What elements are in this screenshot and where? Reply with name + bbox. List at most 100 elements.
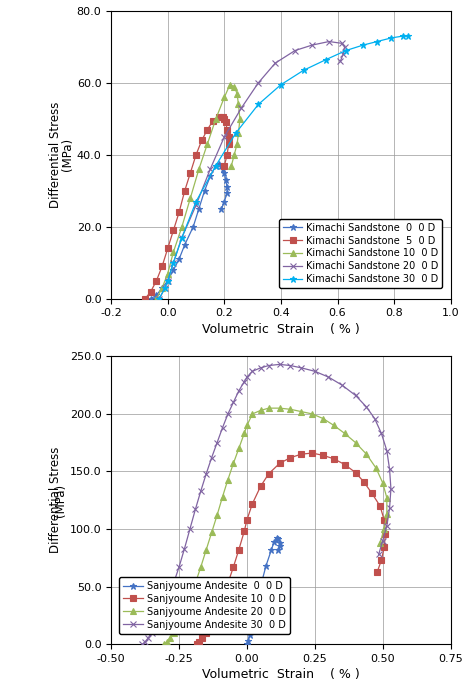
Kimachi Sandstone  5  0 D [154, 277, 159, 285]
Kimachi Sandstone 10  0 D [154, 294, 159, 303]
Sanjyoume Andesite 20  0 D [225, 475, 231, 484]
Sanjyoume Andesite  0  0 D [275, 546, 281, 554]
Sanjyoume Andesite  0  0 D [277, 542, 282, 550]
Sanjyoume Andesite 10  0 D [236, 546, 242, 554]
Kimachi Sandstone  0  0 D [176, 255, 182, 264]
Sanjyoume Andesite 10  0 D [381, 544, 387, 552]
Kimachi Sandstone 10  0 D [237, 115, 243, 123]
Sanjyoume Andesite 30  0 D [225, 410, 231, 418]
Sanjyoume Andesite 20  0 D [384, 494, 390, 502]
Sanjyoume Andesite 20  0 D [277, 404, 282, 412]
Sanjyoume Andesite 10  0 D [381, 516, 387, 524]
Kimachi Sandstone 30  0 D [301, 66, 306, 74]
Kimachi Sandstone 10  0 D [159, 284, 165, 292]
Sanjyoume Andesite 20  0 D [167, 634, 172, 643]
Kimachi Sandstone  5  0 D [224, 151, 230, 159]
Sanjyoume Andesite 20  0 D [353, 438, 359, 447]
Sanjyoume Andesite 10  0 D [309, 449, 315, 457]
Sanjyoume Andesite 10  0 D [244, 516, 250, 524]
Kimachi Sandstone  5  0 D [159, 262, 165, 270]
Kimachi Sandstone 30  0 D [360, 41, 366, 50]
Sanjyoume Andesite 20  0 D [384, 510, 390, 518]
Kimachi Sandstone  5  0 D [199, 136, 204, 144]
Kimachi Sandstone  0  0 D [224, 183, 230, 191]
Kimachi Sandstone  5  0 D [226, 133, 231, 141]
Line: Kimachi Sandstone 10  0 D: Kimachi Sandstone 10 0 D [154, 82, 243, 301]
X-axis label: Volumetric  Strain    ( % ): Volumetric Strain ( % ) [202, 323, 360, 336]
Sanjyoume Andesite 30  0 D [214, 438, 220, 447]
Sanjyoume Andesite 30  0 D [339, 381, 345, 389]
Sanjyoume Andesite 30  0 D [193, 505, 198, 513]
Kimachi Sandstone  5  0 D [193, 151, 199, 159]
Sanjyoume Andesite 30  0 D [353, 391, 359, 400]
Kimachi Sandstone  5  0 D [220, 113, 226, 121]
Sanjyoume Andesite 20  0 D [164, 638, 170, 646]
Line: Sanjyoume Andesite  0  0 D: Sanjyoume Andesite 0 0 D [243, 535, 283, 647]
Sanjyoume Andesite 10  0 D [204, 629, 209, 637]
Sanjyoume Andesite 20  0 D [381, 525, 387, 533]
Sanjyoume Andesite 30  0 D [298, 364, 304, 372]
Sanjyoume Andesite 20  0 D [320, 414, 326, 422]
Kimachi Sandstone 10  0 D [231, 151, 237, 159]
Kimachi Sandstone  0  0 D [219, 205, 224, 213]
Sanjyoume Andesite 20  0 D [250, 410, 255, 418]
Kimachi Sandstone 30  0 D [400, 32, 406, 41]
Kimachi Sandstone 30  0 D [165, 277, 171, 285]
Sanjyoume Andesite 20  0 D [187, 594, 193, 602]
Sanjyoume Andesite 30  0 D [384, 447, 390, 455]
Sanjyoume Andesite 30  0 D [231, 398, 236, 407]
Sanjyoume Andesite 20  0 D [198, 563, 204, 571]
Kimachi Sandstone  0  0 D [171, 266, 176, 274]
Kimachi Sandstone 20  0 D [256, 78, 261, 87]
Sanjyoume Andesite 20  0 D [231, 460, 236, 468]
Sanjyoume Andesite 20  0 D [377, 539, 383, 547]
Sanjyoume Andesite 30  0 D [219, 424, 225, 432]
Kimachi Sandstone 10  0 D [235, 100, 241, 109]
Sanjyoume Andesite 10  0 D [331, 455, 337, 463]
Text: Differential Stress: Differential Stress [48, 102, 62, 208]
Sanjyoume Andesite 30  0 D [258, 364, 263, 372]
Sanjyoume Andesite 20  0 D [209, 528, 214, 537]
Sanjyoume Andesite 10  0 D [194, 640, 200, 648]
Kimachi Sandstone 30  0 D [193, 197, 199, 206]
Sanjyoume Andesite  0  0 D [250, 619, 255, 627]
Kimachi Sandstone 10  0 D [171, 248, 176, 256]
Sanjyoume Andesite 30  0 D [384, 522, 390, 530]
Sanjyoume Andesite 20  0 D [214, 511, 220, 519]
Kimachi Sandstone 10  0 D [196, 165, 202, 173]
Kimachi Sandstone  0  0 D [216, 160, 221, 168]
Sanjyoume Andesite 10  0 D [231, 563, 236, 571]
Sanjyoume Andesite 20  0 D [373, 464, 379, 472]
Sanjyoume Andesite  0  0 D [268, 546, 274, 554]
Sanjyoume Andesite 20  0 D [266, 404, 272, 412]
Kimachi Sandstone 10  0 D [165, 270, 171, 278]
Sanjyoume Andesite 10  0 D [369, 489, 375, 497]
Kimachi Sandstone  0  0 D [213, 162, 219, 170]
Sanjyoume Andesite 10  0 D [209, 619, 214, 627]
Sanjyoume Andesite 30  0 D [388, 484, 394, 493]
Sanjyoume Andesite 20  0 D [236, 444, 242, 453]
Kimachi Sandstone 30  0 D [374, 37, 380, 45]
Sanjyoume Andesite 30  0 D [387, 465, 392, 473]
Sanjyoume Andesite 20  0 D [364, 450, 369, 458]
Kimachi Sandstone 10  0 D [227, 80, 233, 89]
Kimachi Sandstone 10  0 D [234, 140, 240, 148]
Kimachi Sandstone  0  0 D [207, 172, 213, 180]
Kimachi Sandstone  0  0 D [165, 277, 171, 285]
Line: Kimachi Sandstone 30  0 D: Kimachi Sandstone 30 0 D [156, 32, 412, 302]
Sanjyoume Andesite 30  0 D [236, 387, 242, 395]
Sanjyoume Andesite 10  0 D [219, 594, 225, 602]
Sanjyoume Andesite 30  0 D [145, 634, 151, 643]
Kimachi Sandstone 10  0 D [179, 223, 185, 231]
Sanjyoume Andesite  0  0 D [275, 535, 281, 544]
Sanjyoume Andesite 30  0 D [380, 537, 385, 545]
Kimachi Sandstone 10  0 D [213, 115, 219, 123]
Kimachi Sandstone  0  0 D [196, 205, 202, 213]
Sanjyoume Andesite 20  0 D [380, 479, 385, 487]
Sanjyoume Andesite 10  0 D [214, 608, 220, 616]
Line: Sanjyoume Andesite 20  0 D: Sanjyoume Andesite 20 0 D [161, 405, 390, 647]
Sanjyoume Andesite 20  0 D [161, 640, 167, 648]
Kimachi Sandstone 20  0 D [165, 277, 171, 285]
Sanjyoume Andesite 30  0 D [209, 453, 214, 462]
Kimachi Sandstone 10  0 D [235, 129, 241, 138]
